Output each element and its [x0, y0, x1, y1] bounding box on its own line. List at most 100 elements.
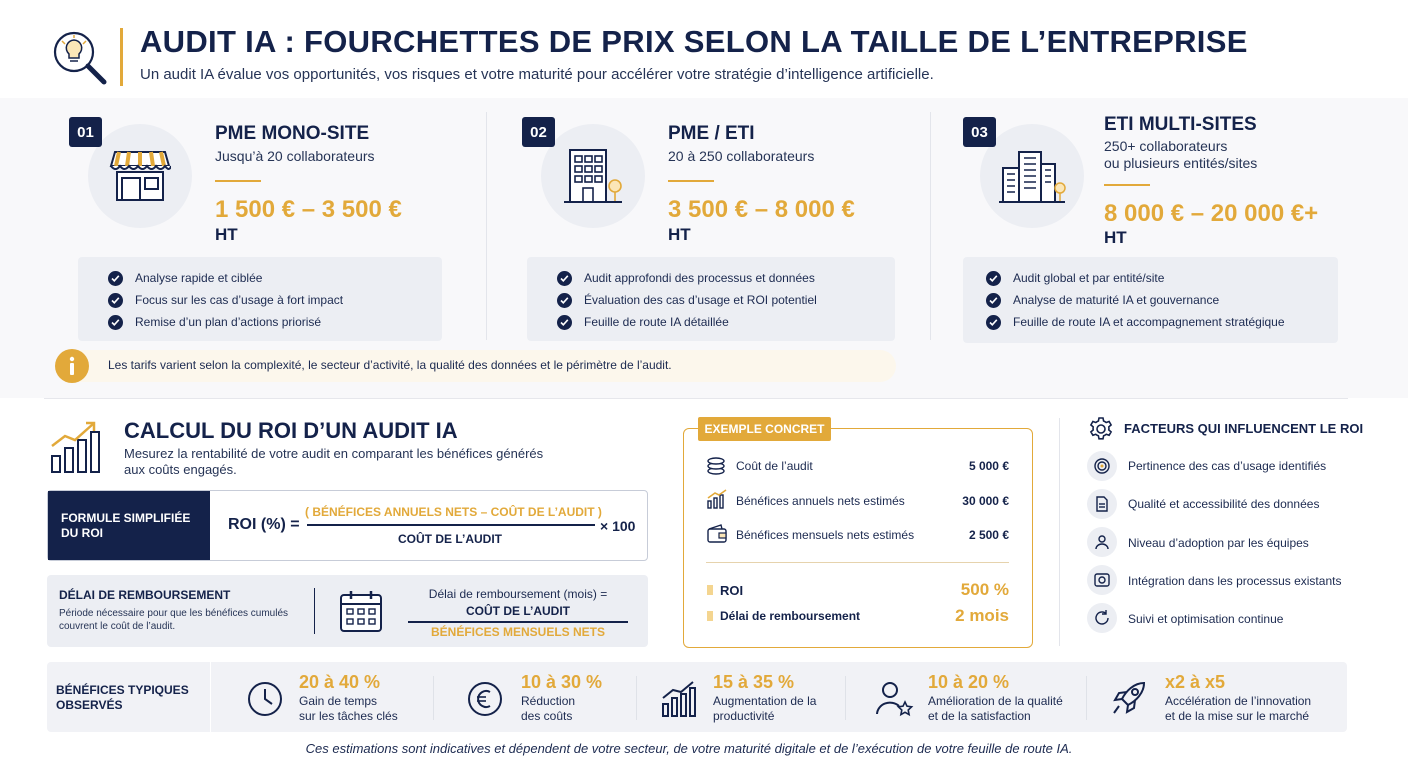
roi-marker: [707, 585, 713, 595]
tier-name: PME MONO-SITE: [215, 123, 370, 144]
delay-marker: [707, 611, 713, 621]
tier-size: 20 à 250 collaborateurs: [668, 148, 815, 164]
tier-number: 03: [963, 117, 996, 147]
tier-size: Jusqu’à 20 collaborateurs: [215, 148, 375, 164]
city-buildings-icon: [999, 151, 1066, 203]
process-gear-icon: [1087, 565, 1117, 595]
check-icon: [108, 314, 123, 330]
check-icon: [986, 270, 1001, 286]
example-divider: [706, 562, 1009, 563]
benefit-value: 20 à 40 %: [299, 672, 381, 692]
check-icon: [108, 270, 123, 286]
feature-item: Feuille de route IA et accompagnement st…: [986, 311, 1338, 333]
benefit-separator: [1086, 676, 1087, 720]
feature-item: Feuille de route IA détaillée: [557, 311, 895, 333]
payback-desc-1: Période nécessaire pour que les bénéfice…: [59, 608, 289, 619]
tier-icon-circle: [980, 124, 1084, 228]
factor-item: Suivi et optimisation continue: [1128, 612, 1284, 626]
benefit-separator: [433, 676, 434, 720]
benefit-text-2: des coûts: [521, 709, 573, 723]
formula-denominator: COÛT DE L’AUDIT: [398, 532, 502, 546]
tier-features: Audit approfondi des processus et donnée…: [527, 257, 895, 341]
euro-icon: [466, 680, 504, 723]
tier-separator: [486, 112, 487, 340]
formula-lhs: ROI (%) =: [228, 516, 300, 533]
factor-item: Qualité et accessibilité des données: [1128, 497, 1320, 511]
tier-separator: [930, 112, 931, 340]
tier-accent-line: [1104, 184, 1150, 186]
target-icon: [1087, 451, 1117, 481]
benefit-text-2: et de la satisfaction: [928, 709, 1031, 723]
footer-disclaimer: Ces estimations sont indicatives et dépe…: [305, 741, 1073, 756]
benefits-title: BÉNÉFICES TYPIQUES OBSERVÉS: [56, 683, 189, 712]
payback-formula-label: Délai de remboursement (mois) =: [428, 587, 608, 601]
payback-desc-2: couvrent le coût de l’audit.: [59, 621, 176, 632]
example-delay-label: Délai de remboursement: [720, 609, 861, 623]
benefit-separator: [636, 676, 637, 720]
tier-price: 1 500 € – 3 500 €: [215, 196, 402, 223]
tier-icon-circle: [541, 124, 645, 228]
benefit-text-1: Accélération de l’innovation: [1165, 694, 1312, 708]
check-icon: [557, 314, 572, 330]
example-row-value: 30 000 €: [962, 494, 1009, 508]
check-icon: [986, 314, 1001, 330]
storefront-icon: [109, 151, 171, 201]
benefit-text-2: et de la mise sur le marché: [1165, 709, 1310, 723]
tier-number: 02: [522, 117, 555, 147]
feature-item: Remise d’un plan d’actions priorisé: [108, 311, 442, 333]
refresh-icon: [1087, 603, 1117, 633]
office-building-icon: [564, 149, 622, 203]
benefit-separator: [845, 676, 846, 720]
example-row-label: Bénéfices annuels nets estimés: [736, 494, 905, 508]
benefit-text-1: Gain de temps: [299, 694, 378, 708]
info-banner: [56, 350, 896, 382]
payback-numerator: COÛT DE L’AUDIT: [466, 604, 570, 618]
benefit-text-1: Amélioration de la qualité: [928, 694, 1063, 708]
tiers-section: [0, 98, 1408, 398]
page-subtitle: Un audit IA évalue vos opportunités, vos…: [140, 66, 934, 83]
formula-fraction-line: [307, 524, 595, 526]
info-text: Les tarifs varient selon la complexité, …: [108, 358, 672, 372]
calendar-icon: [338, 588, 384, 639]
payback-denominator: BÉNÉFICES MENSUELS NETS: [430, 625, 606, 639]
factor-item: Pertinence des cas d’usage identifiés: [1128, 459, 1327, 473]
example-row-value: 2 500 €: [968, 528, 1009, 542]
header-divider: [120, 28, 123, 86]
example-row-label: Coût de l’audit: [736, 459, 813, 473]
payback-title: DÉLAI DE REMBOURSEMENT: [59, 588, 231, 602]
feature-item: Audit approfondi des processus et donnée…: [557, 267, 895, 289]
growth-chart-icon: [49, 420, 101, 479]
tier-features: Audit global et par entité/site Analyse …: [963, 257, 1338, 343]
team-icon: [1087, 527, 1117, 557]
payback-fraction-line: [408, 621, 628, 623]
check-icon: [108, 292, 123, 308]
wallet-icon: [706, 524, 728, 549]
tier-ht: HT: [1104, 228, 1127, 247]
roi-desc-1: Mesurez la rentabilité de votre audit en…: [124, 446, 544, 461]
benefit-value: x2 à x5: [1165, 672, 1226, 692]
productivity-chart-icon: [659, 680, 697, 723]
example-roi-value: 500 %: [960, 580, 1009, 599]
data-document-icon: [1087, 489, 1117, 519]
roi-desc-2: aux coûts engagés.: [124, 462, 237, 477]
check-icon: [986, 292, 1001, 308]
tier-name: ETI MULTI-SITES: [1104, 114, 1257, 135]
factor-item: Niveau d’adoption par les équipes: [1128, 536, 1309, 550]
benefit-text-2: productivité: [713, 709, 775, 723]
example-label: EXEMPLE CONCRET: [698, 417, 831, 441]
benefit-value: 10 à 30 %: [521, 672, 603, 692]
tier-accent-line: [215, 180, 261, 182]
formula-multiplier: × 100: [600, 518, 636, 534]
tier-icon-circle: [88, 124, 192, 228]
benefit-value: 10 à 20 %: [928, 672, 1010, 692]
header-logo-icon: [48, 28, 110, 88]
feature-item: Focus sur les cas d’usage à fort impact: [108, 289, 442, 311]
tier-accent-line: [668, 180, 714, 182]
benefits-separator: [210, 662, 211, 732]
tier-price: 3 500 € – 8 000 €: [668, 196, 855, 223]
formula-numerator: ( BÉNÉFICES ANNUELS NETS – COÛT DE L’AUD…: [305, 505, 602, 519]
roi-title: CALCUL DU ROI D’UN AUDIT IA: [124, 418, 458, 443]
benefit-text-1: Augmentation de la: [713, 694, 817, 708]
tier-size-extra: ou plusieurs entités/sites: [1104, 155, 1258, 171]
feature-item: Analyse de maturité IA et gouvernance: [986, 289, 1338, 311]
